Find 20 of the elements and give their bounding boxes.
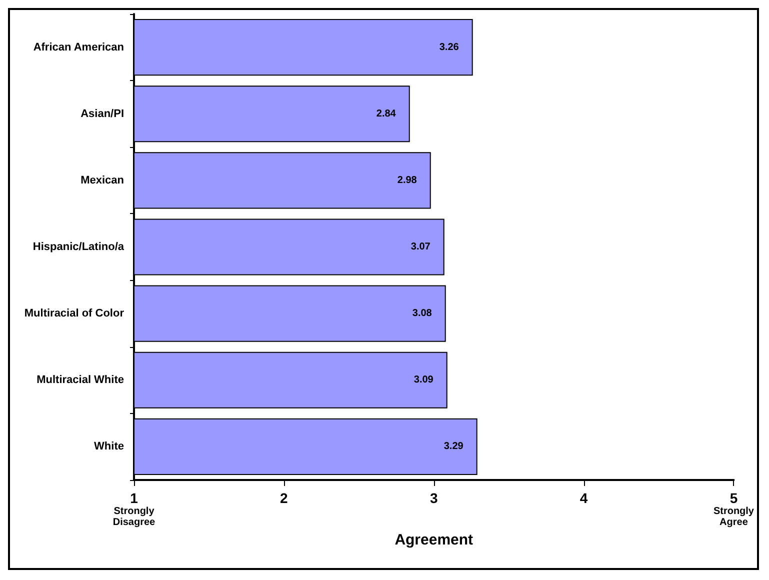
y-tick-label: Hispanic/Latino/a: [32, 241, 125, 253]
data-label: 3.08: [412, 308, 432, 320]
y-tick-label: Multiracial White: [36, 374, 124, 386]
data-label: 3.07: [410, 242, 431, 252]
x-tick-label: 2: [280, 490, 288, 506]
data-label: 2.98: [397, 174, 418, 186]
y-tick-label: White: [94, 440, 124, 453]
y-tick-label: Asian/PI: [80, 108, 124, 120]
data-label: 2.84: [376, 108, 396, 120]
y-tick-label: Mexican: [80, 174, 124, 186]
x-tick-label: 3: [430, 490, 438, 506]
y-tick-label: African American: [33, 41, 124, 54]
data-label: 3.29: [444, 441, 464, 452]
x-tick-label: 4: [580, 490, 588, 506]
x-tick-label: 1 Strongly Disagree: [112, 490, 156, 528]
x-axis-title: Agreement: [394, 531, 474, 548]
data-label: 3.26: [439, 42, 460, 53]
x-tick-label: 5 Strongly Agree: [713, 490, 754, 528]
y-tick-label: Multiracial of Color: [24, 308, 125, 320]
data-label: 3.09: [414, 374, 434, 386]
